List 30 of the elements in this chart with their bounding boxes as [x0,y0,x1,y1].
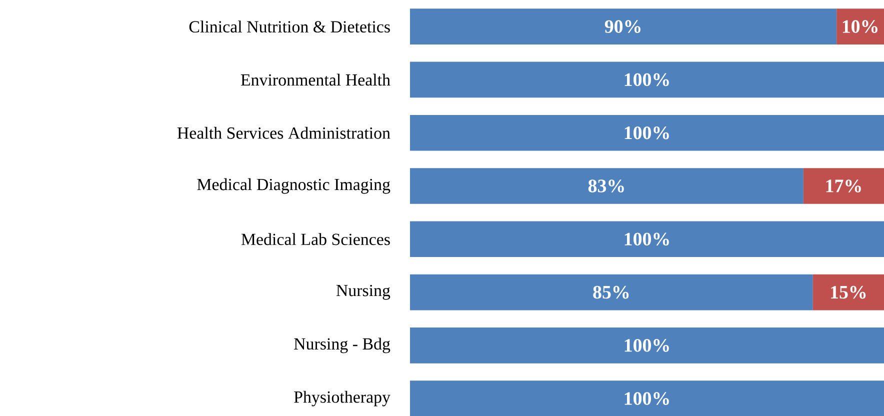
data-label: 90% [604,20,640,33]
data-label: 10% [842,20,878,33]
data-label: 83% [588,180,624,192]
y-tick-label: Physiotherapy [294,390,390,406]
data-label: 100% [624,232,669,246]
data-label: 85% [593,286,629,299]
bar [803,168,884,204]
y-tick-label: Clinical Nutrition & Dietetics [189,20,390,33]
bar [410,328,884,364]
data-label: 15% [831,286,866,299]
y-tick-label: Medical Lab Sciences [241,233,390,246]
bar [836,8,884,44]
bar [410,62,884,98]
y-tick-label: Medical Diagnostic Imaging [197,178,390,194]
data-label: 100% [624,339,669,352]
data-label: 17% [826,180,861,192]
data-label: 100% [624,392,669,405]
data-label: 100% [624,73,669,86]
bar [410,380,884,416]
bar [410,8,837,44]
bar [410,221,884,258]
y-tick-label: Nursing [336,284,390,300]
y-tick-label: Health Services Administration [177,126,390,139]
y-tick-label: Nursing - Bdg [294,338,390,354]
data-label: 100% [624,126,669,140]
bar [410,114,884,151]
y-tick-label: Environmental Health [240,74,390,86]
bar [812,274,884,310]
bar [410,168,804,204]
bar [410,274,813,310]
